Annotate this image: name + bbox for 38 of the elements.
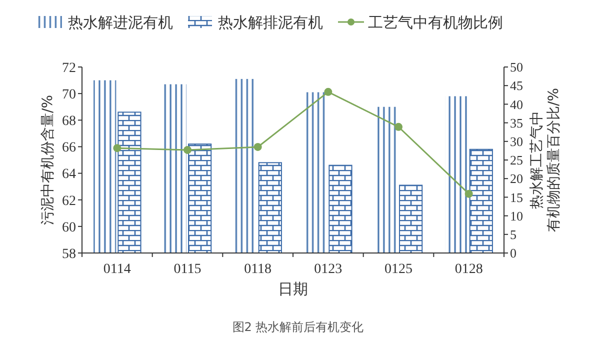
y-tick-label: 70 — [62, 87, 76, 102]
y-tick-label: 66 — [62, 140, 76, 156]
legend-label: 热水解排泥有机 — [218, 13, 323, 32]
y-tick-label: 72 — [62, 60, 76, 76]
y-tick-label: 68 — [62, 114, 76, 130]
y2-tick-label: 35 — [510, 115, 523, 130]
point — [254, 142, 262, 151]
x-tick-label: 0125 — [384, 262, 412, 277]
x-tick-label: 0123 — [314, 262, 342, 277]
y-tick-label: 62 — [62, 194, 76, 209]
y-tick-label: 60 — [62, 220, 76, 236]
y-axis-title: 污泥中有机份含量/% — [40, 94, 56, 226]
y-tick-label: 58 — [62, 246, 76, 262]
y2-tick-label: 40 — [510, 96, 523, 112]
y2-tick-label: 0 — [510, 246, 516, 261]
x-axis-title: 日期 — [278, 280, 308, 298]
point — [464, 190, 473, 198]
y2-tick-label: 20 — [510, 171, 523, 186]
point — [394, 122, 402, 131]
text: 图2 热水解前后有机变化 — [232, 320, 364, 334]
x-tick-label: 0115 — [174, 262, 202, 277]
y-tick-label: 64 — [62, 167, 76, 182]
y2-tick-label: 15 — [510, 190, 523, 205]
y2-tick-label: 5 — [510, 226, 516, 242]
point — [324, 88, 332, 96]
legend-label: 热水解进泥有机 — [68, 13, 173, 32]
y2-tick-label: 25 — [510, 152, 523, 168]
y2-tick-label: 30 — [510, 134, 523, 149]
x-tick-label: 0118 — [244, 262, 272, 277]
y2-axis-title: 热水解工艺气中有机物的质量百分比/% — [529, 88, 562, 232]
y2-tick-label: 50 — [510, 60, 523, 75]
x-tick-label: 0114 — [103, 262, 131, 277]
legend-label: 工艺气中有机物比例 — [368, 13, 503, 32]
point — [113, 144, 122, 152]
y2-tick-label: 10 — [510, 208, 523, 224]
point — [184, 146, 192, 154]
y2-tick-label: 45 — [510, 78, 523, 94]
x-tick-label: 0128 — [454, 262, 483, 277]
